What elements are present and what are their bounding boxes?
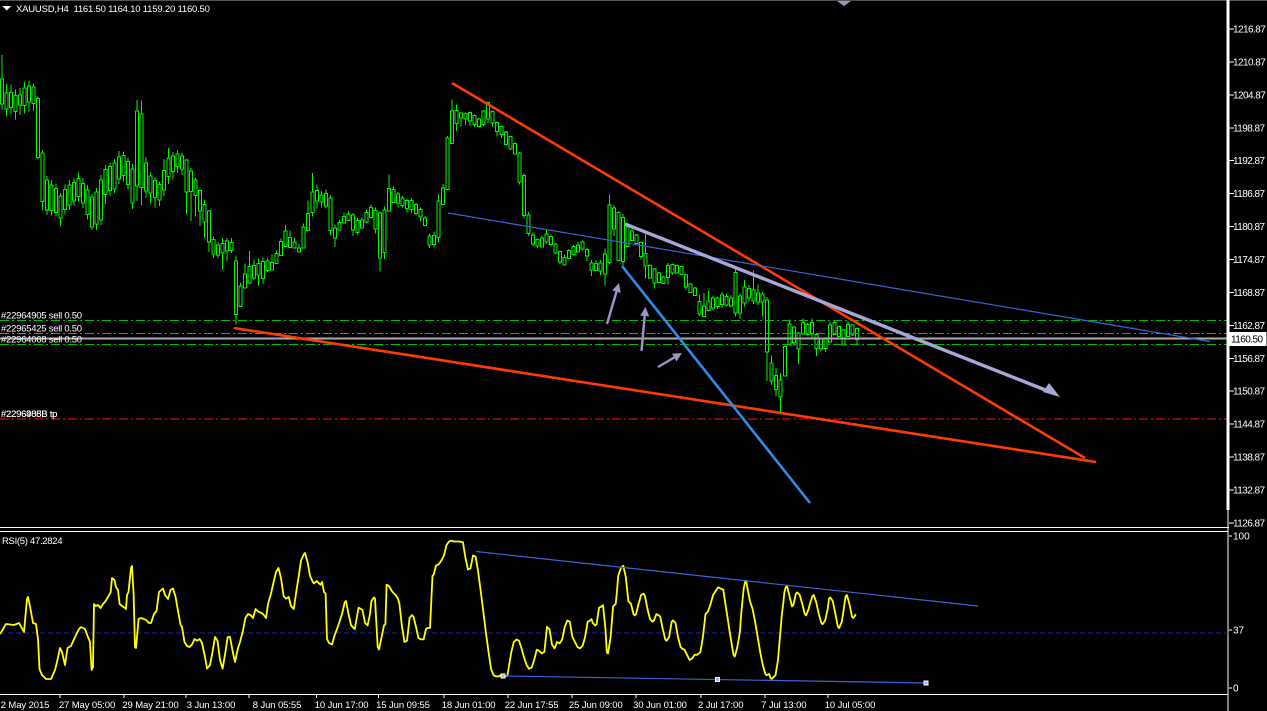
- svg-text:XAUUSD,H4 1161.50 1164.10 115: XAUUSD,H4 1161.50 1164.10 1159.20 1160.5…: [16, 4, 210, 15]
- svg-text:1180.87: 1180.87: [1233, 222, 1266, 233]
- svg-text:29 May 21:00: 29 May 21:00: [122, 700, 178, 711]
- svg-text:100: 100: [1233, 532, 1250, 543]
- svg-text:1138.87: 1138.87: [1233, 453, 1266, 464]
- svg-text:1150.87: 1150.87: [1233, 387, 1266, 398]
- svg-text:15 Jun 09:55: 15 Jun 09:55: [376, 700, 430, 711]
- svg-text:3 Jun 13:00: 3 Jun 13:00: [187, 700, 236, 711]
- svg-text:#22964068 sell 0.50: #22964068 sell 0.50: [1, 335, 82, 346]
- svg-text:30 Jun 01:00: 30 Jun 01:00: [633, 700, 687, 711]
- svg-text:1174.87: 1174.87: [1233, 255, 1266, 266]
- svg-text:0: 0: [1233, 684, 1239, 695]
- svg-text:#2296405B tp: #2296405B tp: [1, 409, 57, 420]
- svg-text:18 Jun 01:00: 18 Jun 01:00: [442, 700, 496, 711]
- svg-text:1216.87: 1216.87: [1233, 25, 1266, 36]
- svg-text:1132.87: 1132.87: [1233, 486, 1266, 497]
- svg-text:1168.87: 1168.87: [1233, 288, 1266, 299]
- svg-text:2 Jul 17:00: 2 Jul 17:00: [698, 700, 743, 711]
- svg-text:10 Jul 05:00: 10 Jul 05:00: [825, 700, 876, 711]
- svg-text:1162.87: 1162.87: [1233, 321, 1266, 332]
- svg-text:1186.87: 1186.87: [1233, 189, 1266, 200]
- svg-text:1126.87: 1126.87: [1233, 519, 1266, 530]
- svg-text:1192.87: 1192.87: [1233, 156, 1266, 167]
- svg-text:RSI(5) 47.2824: RSI(5) 47.2824: [2, 536, 62, 547]
- svg-text:#22965425 sell 0.50: #22965425 sell 0.50: [1, 324, 82, 335]
- svg-text:1156.87: 1156.87: [1233, 354, 1266, 365]
- svg-text:1204.87: 1204.87: [1233, 90, 1266, 101]
- svg-text:10 Jun 17:00: 10 Jun 17:00: [315, 700, 369, 711]
- svg-text:2 May 2015: 2 May 2015: [1, 700, 50, 711]
- svg-text:1144.87: 1144.87: [1233, 420, 1266, 431]
- svg-text:22 Jun 17:55: 22 Jun 17:55: [505, 700, 559, 711]
- svg-text:#2296988B tp: #2296988B tp: [1, 409, 57, 420]
- svg-text:1210.87: 1210.87: [1233, 57, 1266, 68]
- svg-text:7 Jul 13:00: 7 Jul 13:00: [761, 700, 806, 711]
- svg-text:1160.50: 1160.50: [1231, 335, 1264, 346]
- svg-text:8 Jun 05:55: 8 Jun 05:55: [253, 700, 302, 711]
- svg-text:#22964905 sell 0.50: #22964905 sell 0.50: [1, 311, 82, 322]
- svg-text:27 May 05:00: 27 May 05:00: [59, 700, 115, 711]
- svg-text:1198.87: 1198.87: [1233, 123, 1266, 134]
- svg-text:37: 37: [1233, 626, 1245, 637]
- svg-text:25 Jun 09:00: 25 Jun 09:00: [569, 700, 623, 711]
